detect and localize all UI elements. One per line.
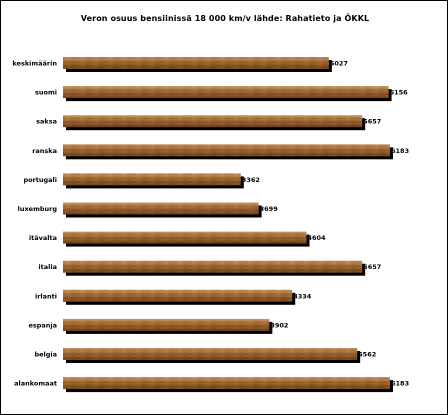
- bar-group: portugali 3362: [23, 173, 260, 189]
- bar-texture: [63, 231, 307, 244]
- category-label: suomi: [35, 89, 57, 97]
- category-label: luxemburg: [18, 205, 58, 213]
- chart-title: Veron osuus bensiinissä 18 000 km/v lähd…: [80, 14, 370, 23]
- bar-texture: [63, 173, 241, 186]
- category-label: saksa: [36, 118, 57, 126]
- value-label: 4334: [293, 292, 312, 300]
- bar-texture: [63, 86, 389, 99]
- category-label: portugali: [23, 176, 57, 184]
- bar-texture: [63, 202, 259, 215]
- bar-texture: [63, 57, 329, 69]
- bar-group: itävalta 4604: [29, 231, 326, 247]
- bar-group: belgia 5562: [34, 348, 376, 363]
- bar-texture: [63, 348, 358, 360]
- bar-texture: [63, 289, 293, 302]
- category-label: ranska: [32, 147, 57, 155]
- value-label: 5562: [358, 351, 376, 359]
- category-label: espanja: [28, 321, 57, 329]
- value-label: 6183: [391, 380, 409, 388]
- bar-group: irlanti 4334: [35, 289, 312, 305]
- value-label: 4604: [307, 234, 326, 242]
- bar-group: espanja 3902: [28, 318, 288, 334]
- category-label: itävalta: [29, 234, 57, 242]
- category-label: irlanti: [35, 292, 57, 300]
- category-label: italia: [38, 263, 57, 271]
- bar-group: saksa 5657: [36, 115, 381, 131]
- bar-group: italia 5657: [38, 260, 381, 276]
- category-label: belgia: [34, 351, 57, 359]
- value-label: 6156: [390, 89, 409, 97]
- value-label: 6183: [391, 147, 409, 155]
- category-label: alankomaat: [14, 380, 57, 388]
- value-label: 5027: [330, 60, 348, 68]
- bar-group: luxemburg 3699: [18, 202, 279, 218]
- category-label: keskimäärin: [12, 60, 57, 68]
- value-label: 3902: [270, 321, 288, 329]
- bar-texture: [63, 144, 390, 157]
- value-label: 5657: [363, 263, 381, 271]
- bar-texture: [63, 318, 270, 331]
- bar-group: ranska 6183: [32, 144, 409, 160]
- value-label: 5657: [363, 118, 381, 126]
- bar-texture: [63, 377, 390, 390]
- bar-texture: [63, 260, 363, 273]
- bar-group: keskimäärin 5027: [12, 57, 348, 72]
- bar-group: alankomaat 6183: [14, 377, 409, 393]
- bar-group: suomi 6156: [35, 86, 409, 102]
- bar-texture: [63, 115, 363, 128]
- value-label: 3699: [260, 205, 279, 213]
- value-label: 3362: [242, 176, 260, 184]
